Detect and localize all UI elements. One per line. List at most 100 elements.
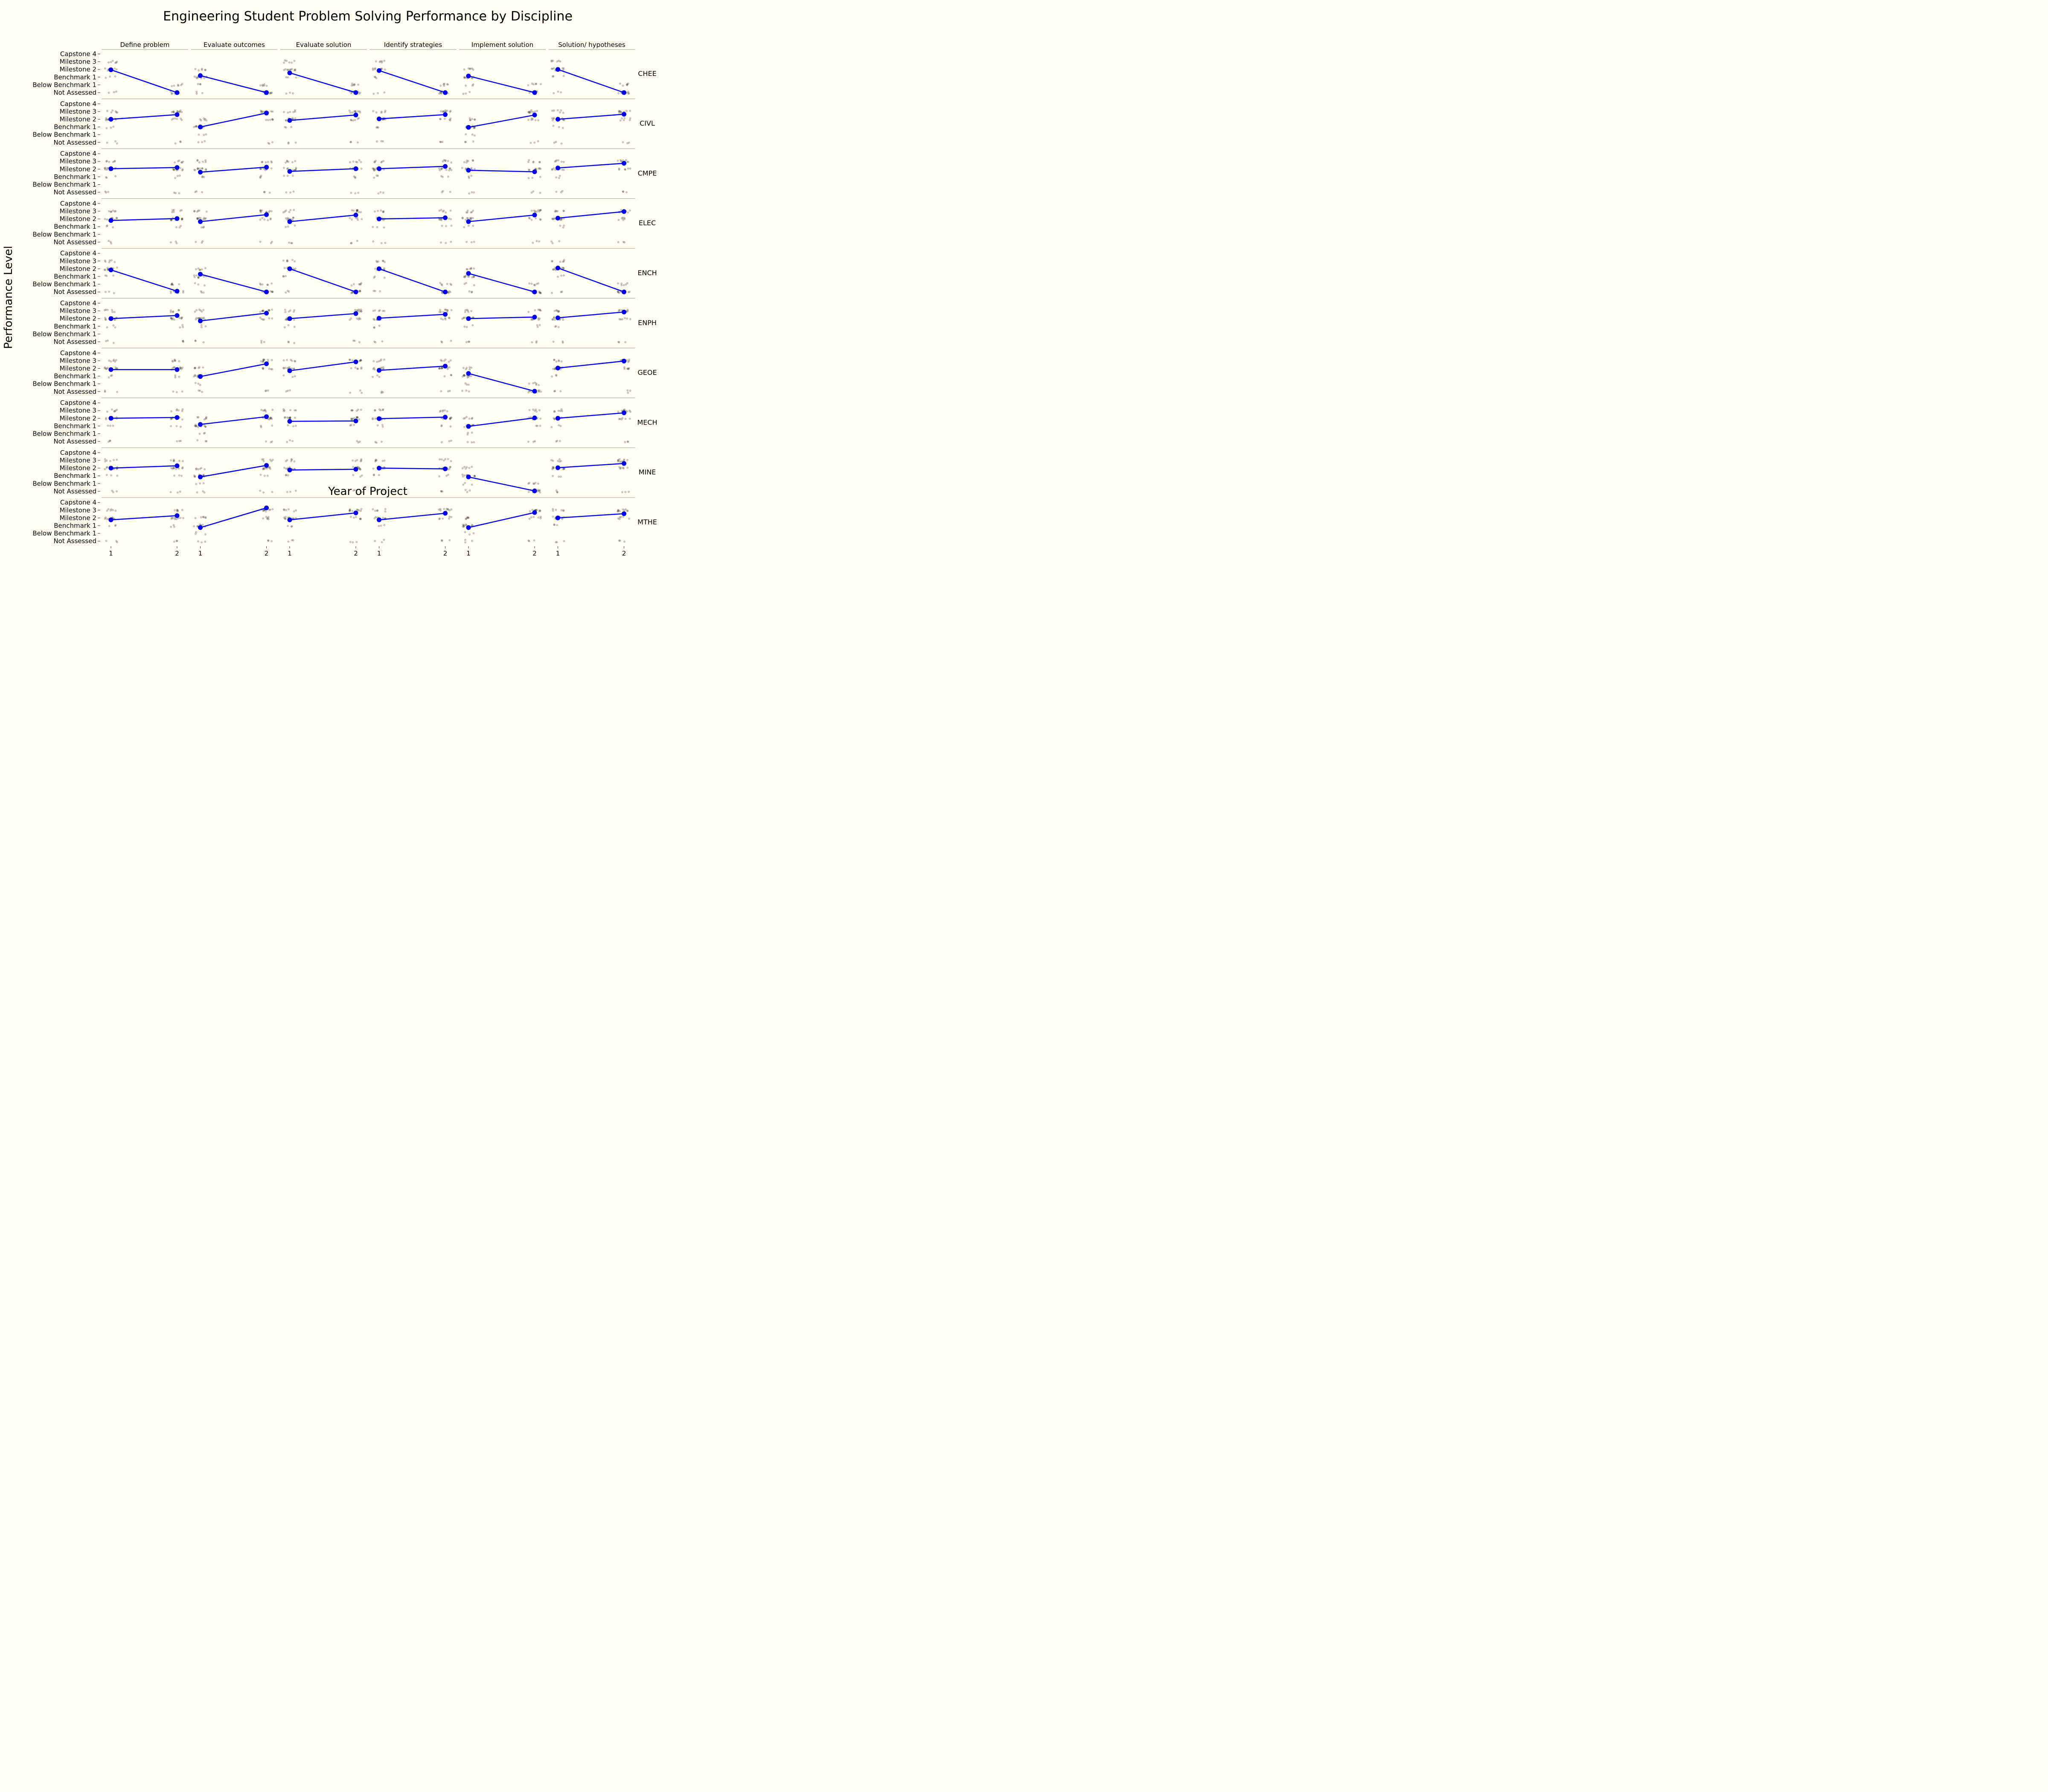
student-point: [372, 309, 375, 312]
student-point: [172, 390, 175, 393]
student-point: [626, 410, 628, 413]
y-tick-label: Milestone 2: [60, 315, 96, 323]
student-point: [195, 317, 198, 320]
student-point: [203, 284, 206, 287]
student-point: [529, 111, 531, 114]
mean-point-year-1: [287, 316, 292, 321]
student-point: [629, 410, 632, 413]
student-point: [358, 509, 360, 512]
student-point: [620, 209, 623, 211]
student-point: [375, 260, 378, 262]
student-point: [528, 540, 530, 542]
student-point: [381, 425, 384, 428]
student-point: [197, 267, 200, 270]
student-point: [351, 82, 354, 85]
student-point: [353, 417, 355, 419]
student-point: [292, 539, 294, 541]
student-point: [196, 217, 199, 220]
student-point: [115, 111, 118, 113]
student-point: [263, 191, 266, 193]
mean-point-year-2: [353, 510, 358, 515]
mean-trend-line: [558, 267, 624, 293]
student-point: [620, 111, 623, 113]
student-point: [381, 391, 384, 393]
student-point: [197, 426, 200, 428]
student-point: [170, 219, 173, 221]
student-point: [535, 240, 538, 242]
student-point: [178, 111, 180, 113]
student-point: [201, 69, 203, 71]
student-point: [194, 375, 197, 377]
student-point: [294, 489, 297, 492]
student-point: [622, 467, 625, 470]
student-point: [105, 318, 107, 320]
student-point: [112, 425, 114, 427]
student-point: [177, 84, 180, 87]
student-point: [104, 67, 106, 70]
student-point: [626, 466, 629, 469]
student-point: [108, 525, 111, 527]
student-point: [538, 489, 540, 492]
student-point: [110, 375, 112, 377]
student-point: [268, 92, 271, 94]
student-point: [182, 160, 184, 163]
student-point: [271, 508, 274, 511]
y-tick-label: Not Assessed: [53, 487, 96, 495]
student-point: [628, 360, 630, 362]
student-point: [201, 141, 204, 143]
student-point: [360, 367, 363, 370]
x-tick-label: 2: [265, 550, 269, 557]
student-point: [114, 409, 117, 412]
student-point: [106, 141, 108, 144]
student-point: [288, 61, 291, 64]
student-point: [293, 318, 295, 321]
student-point: [285, 119, 288, 122]
student-point: [382, 260, 384, 262]
student-point: [271, 308, 273, 311]
student-point: [528, 216, 530, 219]
student-point: [289, 439, 291, 442]
student-point: [269, 417, 272, 420]
student-point: [180, 161, 183, 164]
student-point: [115, 217, 118, 219]
mean-point-year-1: [377, 166, 381, 171]
student-point: [205, 119, 208, 122]
student-point: [439, 509, 442, 512]
mean-trend-line: [111, 114, 177, 120]
student-point: [473, 284, 475, 286]
student-point: [382, 211, 385, 213]
student-point: [467, 67, 470, 70]
student-point: [198, 167, 201, 170]
mean-point-year-2: [622, 410, 626, 416]
student-point: [384, 510, 387, 513]
student-point: [262, 460, 265, 463]
student-point: [268, 143, 271, 145]
student-point: [269, 217, 272, 220]
student-point: [195, 92, 198, 95]
student-point: [559, 260, 561, 263]
mean-trend-line: [200, 112, 267, 128]
student-point: [552, 268, 555, 271]
student-point: [196, 218, 199, 221]
student-point: [259, 425, 262, 427]
mean-point-year-1: [108, 166, 113, 171]
student-point: [195, 268, 197, 271]
student-point: [446, 109, 448, 112]
mean-point-year-1: [466, 73, 471, 79]
student-point: [205, 168, 207, 171]
mean-point-year-1: [556, 67, 560, 72]
student-point: [553, 410, 556, 413]
student-point: [530, 218, 533, 221]
student-point: [559, 60, 561, 63]
student-point: [178, 175, 181, 177]
student-point: [204, 325, 207, 328]
student-point: [360, 459, 363, 462]
student-point: [538, 324, 541, 326]
student-point: [268, 367, 271, 370]
student-point: [382, 367, 385, 370]
student-point: [264, 408, 266, 411]
student-point: [439, 410, 442, 412]
student-point: [203, 317, 205, 319]
student-point: [105, 474, 108, 476]
student-point: [626, 509, 628, 512]
